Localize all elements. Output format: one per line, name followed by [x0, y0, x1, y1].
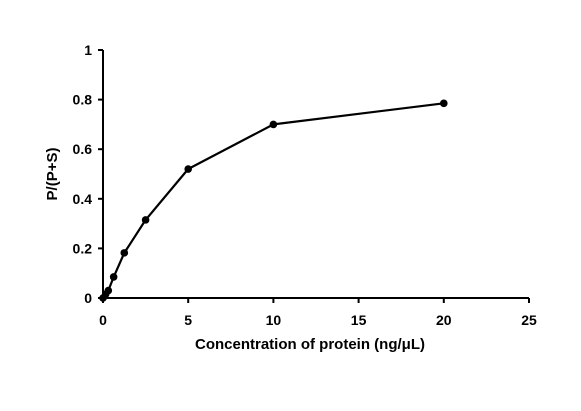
data-point [440, 99, 448, 108]
axes [102, 50, 529, 299]
data-point [141, 216, 150, 224]
x-tick-label: 10 [266, 312, 282, 328]
x-tick-label: 25 [521, 312, 537, 328]
y-tick-label: 0.4 [73, 191, 93, 207]
data-point [269, 120, 278, 129]
data-point [109, 273, 118, 281]
series-line [102, 102, 444, 299]
x-tick-label: 15 [351, 312, 367, 328]
data-point [184, 165, 192, 173]
data-point [120, 249, 129, 257]
x-tick-label: 20 [436, 312, 452, 328]
y-tick-label: 0.8 [73, 92, 93, 108]
series-layer [99, 99, 448, 302]
x-tick-label: 5 [184, 312, 192, 328]
data-point [104, 286, 113, 295]
y-tick-label: 0 [84, 290, 92, 306]
x-axis-title: Concentration of protein (ng/μL) [195, 336, 425, 353]
ticks: 00.20.40.60.810 5 10 15 20 25 [73, 42, 537, 328]
y-tick-label: 1 [84, 42, 92, 58]
y-tick-label: 0.2 [73, 240, 93, 256]
x-tick-label: 0 [99, 312, 107, 328]
y-tick-label: 0.6 [73, 141, 93, 157]
y-axis-title: P/(P+S) [44, 148, 61, 201]
